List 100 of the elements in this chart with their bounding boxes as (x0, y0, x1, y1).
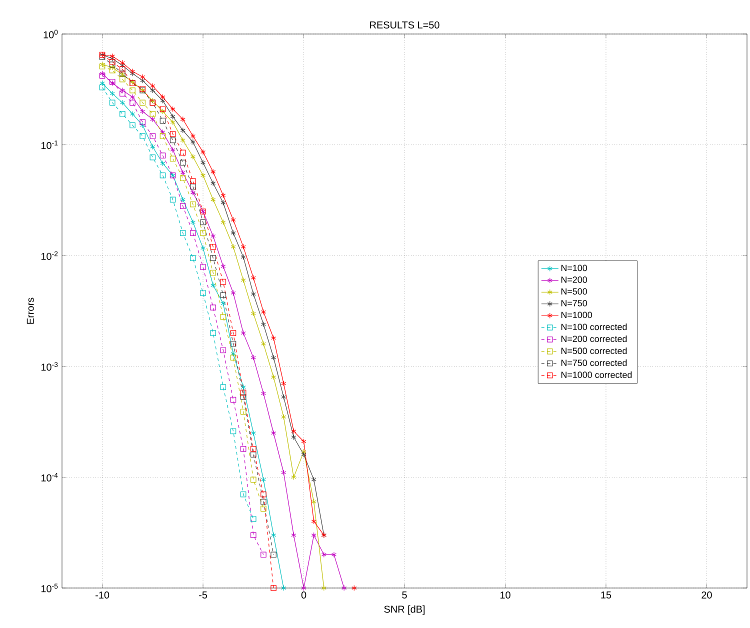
point (210, 180, 216, 186)
point (160, 98, 166, 104)
point (170, 119, 176, 126)
legend-label: N=1000 corrected (561, 371, 632, 378)
point (301, 585, 306, 591)
point (250, 532, 256, 538)
point (230, 244, 236, 250)
point (120, 66, 126, 72)
point (170, 131, 176, 137)
point (200, 149, 206, 155)
y-tick-label: 10$^{-2}$ (41, 251, 58, 260)
point (170, 106, 176, 112)
point (180, 196, 186, 203)
point (109, 100, 116, 106)
point (210, 270, 216, 276)
point (270, 585, 276, 591)
point (190, 133, 196, 139)
point (200, 245, 206, 251)
point (120, 100, 125, 106)
legend-label: N=750 corrected (561, 359, 627, 366)
point (271, 374, 276, 380)
point (260, 390, 266, 396)
point (260, 321, 266, 328)
point (281, 470, 286, 476)
point (170, 156, 176, 162)
point (352, 585, 357, 591)
point (180, 137, 186, 144)
point (120, 62, 125, 68)
point (321, 552, 326, 558)
point (160, 118, 166, 124)
point (240, 390, 246, 396)
point (170, 114, 176, 120)
point (240, 330, 246, 336)
y-tick-label: 10$^{0}$ (44, 30, 58, 38)
point (109, 59, 116, 65)
point (110, 64, 115, 70)
point (240, 446, 246, 452)
point (160, 172, 166, 178)
point (200, 264, 206, 270)
point (180, 160, 186, 166)
point (220, 300, 226, 306)
legend-label: N=200 (561, 276, 588, 283)
x-tick-label: 10 (500, 592, 510, 599)
point (301, 438, 306, 444)
point (210, 255, 216, 261)
point (140, 74, 146, 80)
legend-label: N=750 (561, 300, 588, 306)
y-tick-label: 10$^{-3}$ (41, 362, 58, 371)
point (260, 309, 266, 315)
point (291, 428, 296, 434)
point (190, 184, 196, 190)
point (230, 340, 236, 347)
point (230, 350, 236, 357)
point (140, 100, 146, 106)
point (250, 452, 256, 458)
point (180, 150, 186, 156)
point (220, 314, 226, 320)
x-tick-label: -10 (96, 592, 110, 599)
point (250, 310, 256, 316)
point (150, 111, 156, 117)
point (220, 192, 226, 198)
point (220, 263, 226, 270)
point (120, 111, 126, 117)
point (301, 452, 306, 458)
legend-label: N=1000 (561, 312, 592, 318)
point (230, 230, 236, 236)
point (291, 532, 296, 538)
point (130, 94, 136, 100)
point (291, 474, 296, 480)
point (150, 133, 156, 139)
point (180, 170, 186, 176)
x-tick-label: 0 (301, 592, 306, 599)
point (311, 498, 316, 505)
point (190, 219, 196, 226)
point (140, 122, 146, 128)
point (240, 491, 246, 498)
point (200, 172, 206, 178)
point (120, 60, 125, 66)
point (130, 68, 136, 74)
point (271, 354, 276, 361)
point (270, 552, 276, 558)
point (200, 290, 206, 296)
y-tick-label: 10$^{-1}$ (41, 140, 58, 150)
point (99, 84, 106, 90)
point (200, 160, 206, 166)
x-tick-label: 15 (601, 592, 612, 598)
x-tick-label: -5 (199, 592, 208, 598)
point (281, 380, 286, 386)
point (271, 335, 276, 342)
point (130, 122, 136, 128)
point (160, 94, 166, 100)
legend-label: N=500 (561, 288, 588, 295)
point (130, 70, 136, 76)
point (210, 330, 216, 336)
point (120, 87, 125, 94)
point (260, 491, 266, 498)
legend-label: N=200 corrected (561, 335, 627, 342)
point (240, 384, 246, 390)
point (240, 254, 246, 260)
point (130, 111, 136, 117)
